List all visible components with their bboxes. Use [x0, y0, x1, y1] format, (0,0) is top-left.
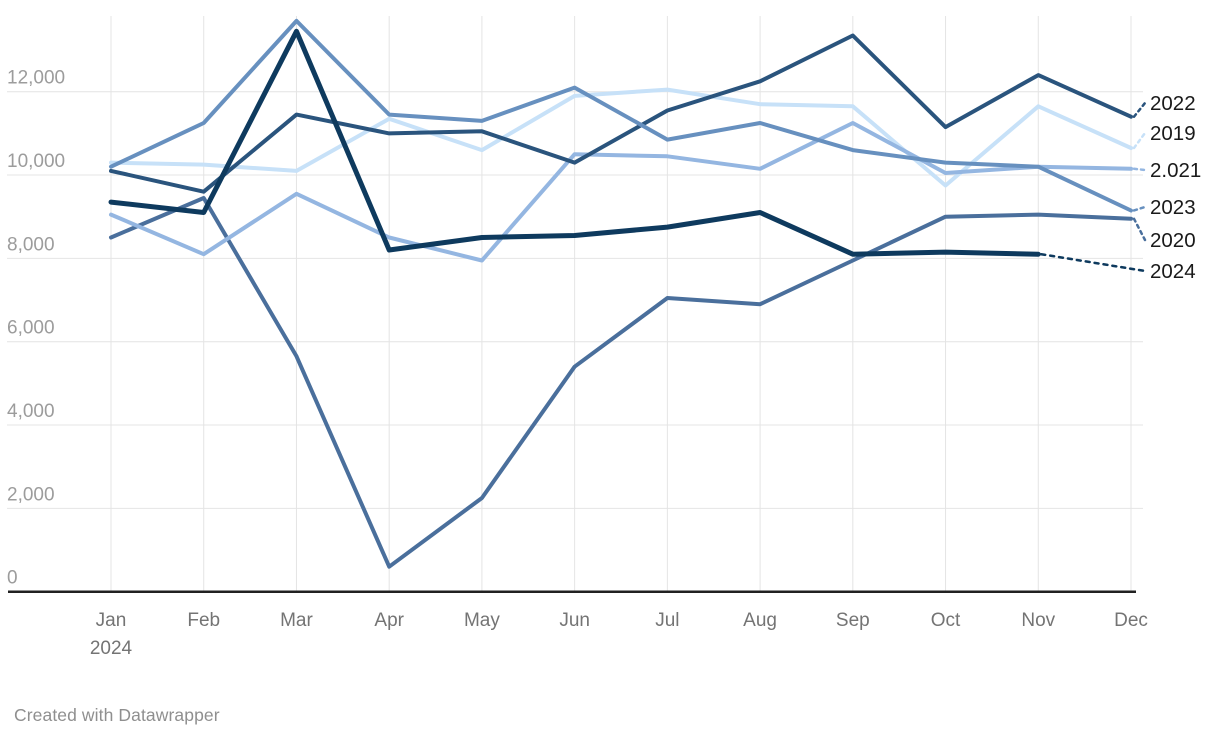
- x-tick-label: Jan: [96, 610, 127, 631]
- series-line-2024[interactable]: [108, 28, 1041, 257]
- x-tick-label: Mar: [280, 610, 313, 631]
- x-tick-label: Aug: [743, 610, 777, 631]
- attribution-text: Created with Datawrapper: [14, 705, 220, 725]
- series-label-2022: 2022: [1150, 92, 1196, 115]
- series-leader-2023: [1132, 205, 1147, 212]
- x-tick-label: Dec: [1114, 610, 1148, 631]
- series-leader-2019: [1132, 131, 1147, 150]
- x-tick-label: Jul: [655, 610, 679, 631]
- series-line-2022[interactable]: [109, 33, 1133, 194]
- x-tick-label: May: [464, 610, 500, 631]
- x-tick-label: Oct: [931, 610, 961, 631]
- x-tick-label: Sep: [836, 610, 870, 631]
- x-tick-label: Feb: [187, 610, 220, 631]
- y-tick-label: 4,000: [7, 401, 55, 422]
- series-leader-2021: [1132, 167, 1147, 172]
- x-axis-year-label: 2024: [90, 638, 133, 659]
- y-tick-label: 8,000: [7, 234, 55, 255]
- y-tick-label: 6,000: [7, 318, 55, 339]
- series-label-2023: 2023: [1150, 196, 1196, 219]
- series-line-2020[interactable]: [109, 196, 1133, 569]
- y-tick-label: 0: [7, 568, 18, 589]
- y-tick-label: 2,000: [7, 484, 55, 505]
- y-tick-label: 10,000: [7, 151, 65, 172]
- series-label-2019: 2019: [1150, 122, 1196, 145]
- x-tick-label: Apr: [374, 610, 404, 631]
- series-leader-2020: [1132, 217, 1147, 242]
- series-label-2020: 2020: [1150, 229, 1196, 252]
- x-tick-label: Nov: [1021, 610, 1055, 631]
- y-tick-label: 12,000: [7, 68, 65, 89]
- series-leader-2024: [1040, 252, 1147, 273]
- series-line-2021[interactable]: [109, 121, 1133, 263]
- series-leader-2022: [1132, 101, 1147, 118]
- series-label-2024: 2024: [1150, 260, 1196, 283]
- x-tick-label: Jun: [559, 610, 590, 631]
- series-label-2021: 2.021: [1150, 159, 1201, 182]
- series-line-2023[interactable]: [109, 18, 1133, 213]
